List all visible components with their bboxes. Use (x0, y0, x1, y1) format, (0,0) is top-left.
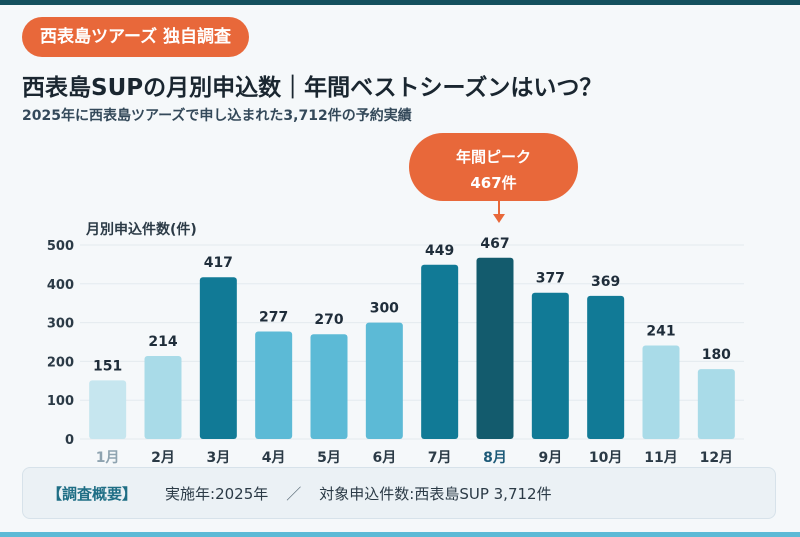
bar (587, 295, 625, 439)
peak-callout-value: 467件 (470, 174, 516, 192)
bar (642, 345, 680, 439)
value-labels: 151 214 417 277 270 300 449 467 377 369 241 180 (93, 236, 731, 375)
peak-callout-box (409, 133, 578, 201)
bar-value-label: 300 (370, 301, 399, 317)
peak-callout-title: 年間ピーク (456, 148, 531, 166)
bar-chart: 年間ピーク 467件 月別申込件数(件) 0 100 200 300 400 500 15… (47, 133, 744, 465)
x-axis-ticks: 1月 2月 3月 4月 5月 6月 7月 8月 9月 10月 11月 12月 (96, 450, 733, 465)
bar (365, 322, 403, 439)
bar-value-label: 214 (148, 334, 177, 350)
bar-value-label: 377 (536, 271, 565, 287)
y-axis-label: 月別申込件数(件) (85, 221, 197, 238)
bar (531, 292, 569, 439)
bar (255, 331, 293, 439)
bar (310, 334, 348, 439)
x-tick-label: 7月 (428, 450, 452, 465)
y-tick-label: 200 (47, 355, 74, 370)
x-tick-label: 3月 (206, 450, 230, 465)
bar (199, 277, 237, 439)
grid-lines (80, 244, 744, 440)
x-tick-label: 11月 (644, 450, 677, 465)
y-tick-label: 500 (47, 239, 74, 254)
top-accent-bar (0, 0, 800, 5)
x-tick-label: 12月 (700, 450, 733, 465)
bar (697, 369, 735, 439)
y-tick-label: 100 (47, 394, 74, 409)
bars (89, 257, 735, 439)
survey-period: 実施年:2025年 (165, 484, 269, 503)
y-tick-label: 300 (47, 317, 74, 332)
x-tick-label: 8月 (483, 450, 507, 465)
x-tick-label: 1月 (96, 450, 120, 465)
bar-value-label: 277 (259, 310, 288, 326)
bar-value-label: 180 (702, 347, 731, 363)
y-tick-label: 400 (47, 278, 74, 293)
x-tick-label: 2月 (151, 450, 175, 465)
bar-value-label: 449 (425, 243, 454, 259)
survey-summary-label: 【調査概要】 (47, 484, 138, 503)
bar-value-label: 417 (204, 255, 233, 271)
survey-target: 対象申込件数:西表島SUP 3,712件 (319, 484, 552, 503)
survey-summary: 【調査概要】 実施年:2025年 ／ 対象申込件数:西表島SUP 3,712件 (22, 467, 776, 519)
x-tick-label: 5月 (317, 450, 341, 465)
y-tick-label: 0 (65, 433, 74, 448)
survey-separator: ／ (286, 484, 302, 503)
bar-value-label: 369 (591, 274, 620, 290)
bar-value-label: 467 (480, 236, 509, 252)
bar-value-label: 241 (646, 323, 675, 339)
bottom-accent-bar (0, 532, 800, 537)
bar (476, 257, 514, 439)
bar (421, 264, 459, 439)
x-tick-label: 9月 (538, 450, 562, 465)
y-axis-ticks: 0 100 200 300 400 500 (47, 239, 74, 448)
bar-value-label: 151 (93, 358, 122, 374)
callout: 年間ピーク 467件 (409, 133, 578, 223)
brand-badge: 西表島ツアーズ 独自調査 (22, 17, 250, 57)
x-tick-label: 6月 (372, 450, 396, 465)
bar (89, 380, 127, 439)
bar (144, 355, 182, 439)
peak-callout-arrow-head (493, 214, 505, 223)
page-title: 西表島SUPの月別申込数｜年間ベストシーズンはいつ？ (22, 75, 603, 101)
x-tick-label: 4月 (262, 450, 286, 465)
x-tick-label: 10月 (589, 450, 622, 465)
bar-value-label: 270 (314, 312, 343, 328)
page-subtitle: 2025年に西表島ツアーズで申し込まれた3,712件の予約実績 (22, 108, 412, 124)
